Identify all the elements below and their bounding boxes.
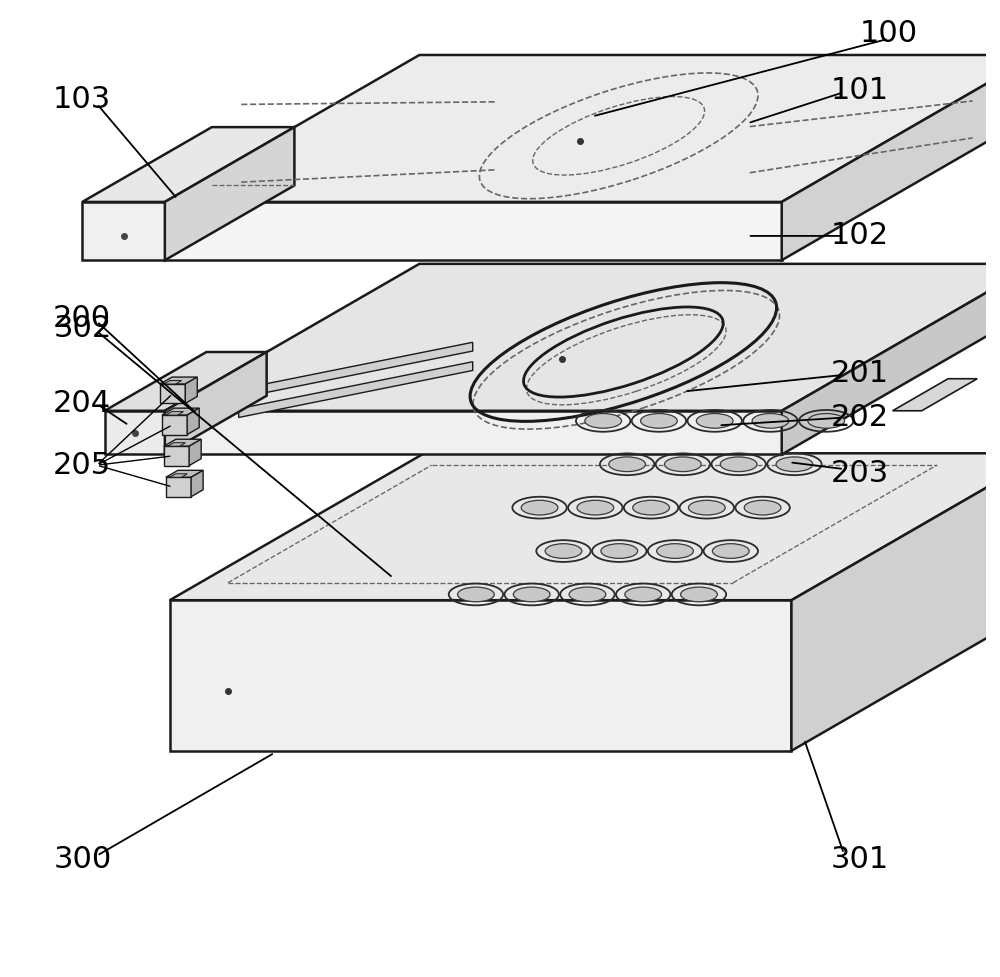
Ellipse shape [808,413,845,428]
Ellipse shape [657,543,693,559]
Polygon shape [165,202,782,260]
Ellipse shape [776,457,813,472]
Polygon shape [166,478,191,496]
Ellipse shape [665,457,701,472]
Ellipse shape [633,500,669,515]
Ellipse shape [601,543,638,559]
Text: 101: 101 [830,75,888,105]
Polygon shape [782,55,1000,260]
Polygon shape [164,446,189,466]
Polygon shape [165,264,1000,410]
Polygon shape [105,352,267,410]
Ellipse shape [712,543,749,559]
Polygon shape [82,202,165,260]
Polygon shape [162,415,187,435]
Ellipse shape [458,587,494,602]
Text: 203: 203 [830,459,889,488]
Text: 201: 201 [830,360,888,389]
Polygon shape [782,264,1000,454]
Text: 200: 200 [53,304,111,333]
Text: 100: 100 [859,20,918,49]
Polygon shape [160,377,197,384]
Ellipse shape [720,457,757,472]
Text: 300: 300 [53,845,111,874]
Polygon shape [166,411,183,415]
Polygon shape [165,127,294,260]
Polygon shape [168,443,185,446]
Polygon shape [166,470,203,478]
Polygon shape [187,408,199,435]
Text: 205: 205 [53,450,111,480]
Ellipse shape [752,413,789,428]
Text: 302: 302 [53,314,111,343]
Ellipse shape [521,500,558,515]
Polygon shape [239,342,473,398]
Polygon shape [170,474,187,478]
Polygon shape [791,453,1000,750]
Text: 202: 202 [830,404,888,432]
Polygon shape [165,55,1000,202]
Polygon shape [239,361,473,417]
Ellipse shape [696,413,733,428]
Polygon shape [160,384,185,404]
Ellipse shape [688,500,725,515]
Text: 102: 102 [830,222,888,250]
Ellipse shape [641,413,677,428]
Polygon shape [185,377,197,404]
Ellipse shape [609,457,645,472]
Ellipse shape [513,587,550,602]
Polygon shape [162,408,199,415]
Polygon shape [164,440,201,446]
Ellipse shape [569,587,606,602]
Polygon shape [170,600,791,750]
Ellipse shape [744,500,781,515]
Text: 204: 204 [53,389,111,417]
Polygon shape [105,410,165,454]
Polygon shape [165,352,267,454]
Ellipse shape [625,587,662,602]
Ellipse shape [577,500,614,515]
Polygon shape [189,440,201,466]
Text: 103: 103 [53,85,111,114]
Polygon shape [893,379,977,410]
Polygon shape [164,380,182,384]
Ellipse shape [545,543,582,559]
Ellipse shape [585,413,622,428]
Text: 301: 301 [830,845,889,874]
Polygon shape [82,127,294,202]
Polygon shape [170,453,1000,600]
Polygon shape [191,470,203,496]
Polygon shape [165,410,782,454]
Ellipse shape [681,587,717,602]
